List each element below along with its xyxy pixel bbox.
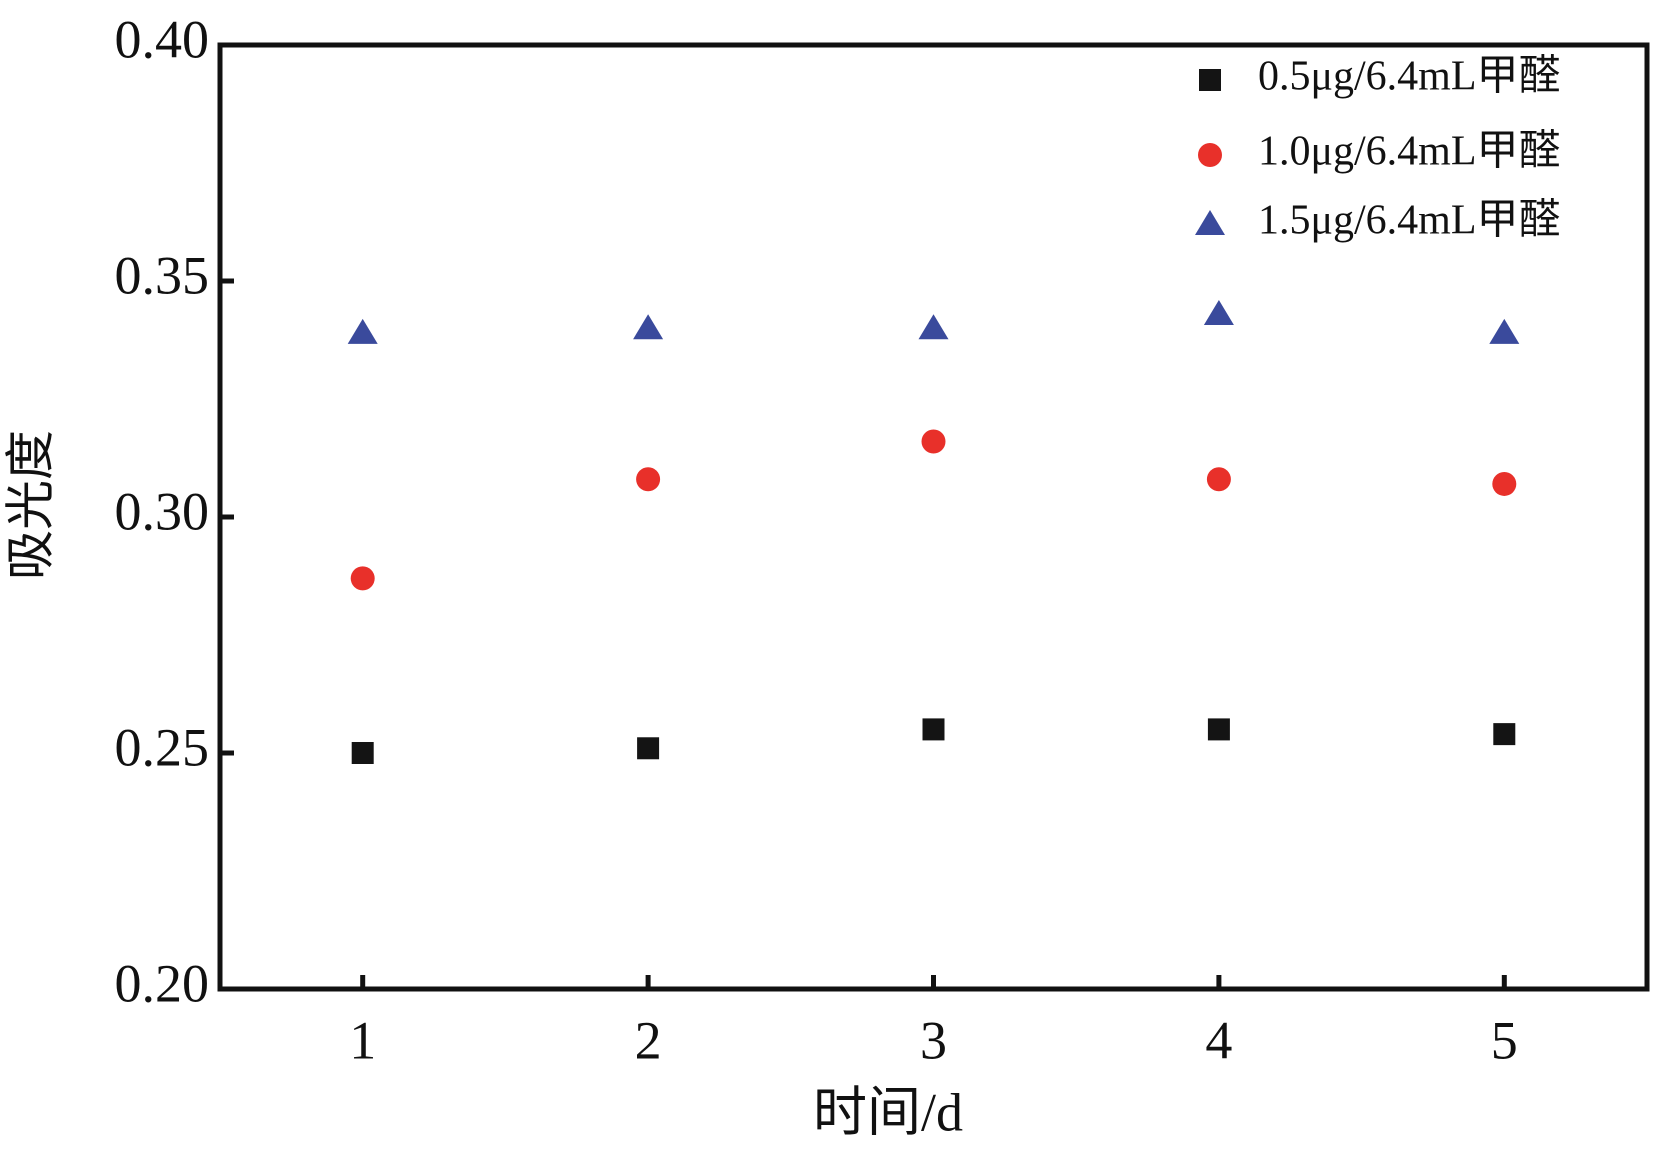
y-tick-label: 0.25 xyxy=(115,717,210,777)
point xyxy=(1203,300,1234,326)
point xyxy=(921,429,946,454)
x-tick-label: 1 xyxy=(349,1010,376,1070)
point xyxy=(633,314,664,340)
y-tick-label: 0.40 xyxy=(115,9,210,69)
point xyxy=(918,314,949,340)
point xyxy=(1206,467,1231,492)
point xyxy=(637,737,660,760)
legend-label: 1.5μg/6.4mL甲醛 xyxy=(1258,198,1561,244)
legend-marker xyxy=(1198,143,1222,167)
plot-frame xyxy=(217,42,1650,992)
legend-label: 1.0μg/6.4mL甲醛 xyxy=(1258,129,1561,175)
point xyxy=(350,566,375,591)
point xyxy=(636,467,661,492)
x-tick-label: 2 xyxy=(635,1010,662,1070)
y-axis-title: 吸光度 xyxy=(2,430,58,580)
y-tick-label: 0.20 xyxy=(115,953,210,1013)
legend-marker xyxy=(1199,69,1221,91)
x-axis-title: 时间/d xyxy=(813,1082,963,1142)
legend-marker xyxy=(1195,210,1225,235)
y-tick-label: 0.35 xyxy=(115,245,210,305)
point xyxy=(1207,718,1230,741)
x-tick-label: 5 xyxy=(1491,1010,1518,1070)
x-tick-label: 3 xyxy=(920,1010,947,1070)
x-tick-label: 4 xyxy=(1205,1010,1232,1070)
legend-label: 0.5μg/6.4mL甲醛 xyxy=(1258,54,1561,100)
point xyxy=(1492,471,1517,496)
point xyxy=(347,318,378,344)
point xyxy=(1489,318,1520,344)
point xyxy=(922,718,945,741)
point xyxy=(1493,723,1516,746)
y-tick-label: 0.30 xyxy=(115,481,210,541)
point xyxy=(351,742,374,764)
